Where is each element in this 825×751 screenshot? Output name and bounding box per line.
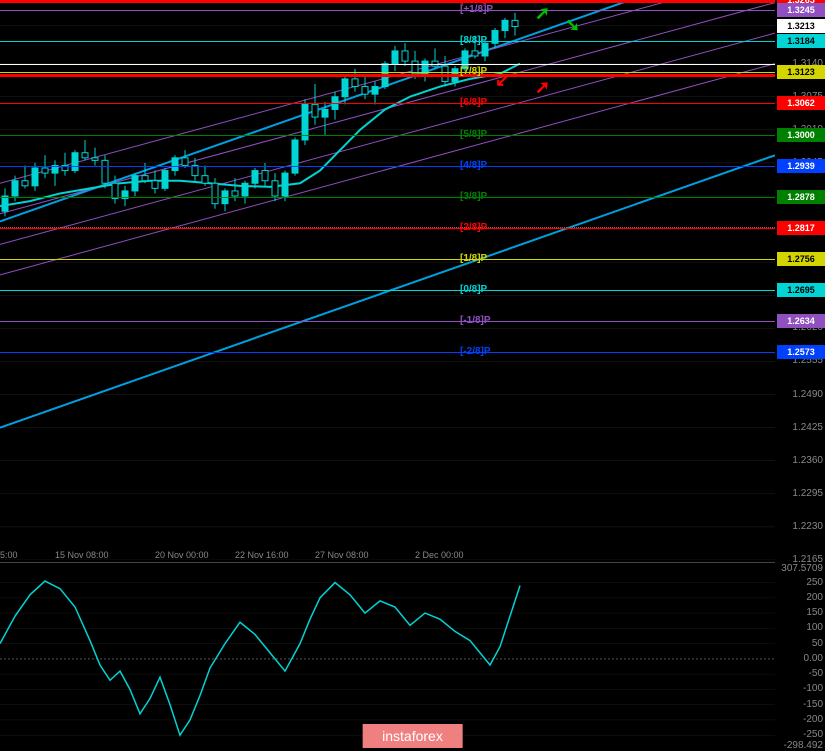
- indicator-svg: [0, 565, 775, 750]
- price-level-box: 1.2817: [777, 221, 825, 235]
- murrey-level-label: [4/8]P: [460, 160, 487, 171]
- murrey-level-line: [0, 228, 775, 229]
- y-tick-label: 1.2490: [777, 389, 823, 400]
- horizontal-line: [0, 64, 775, 65]
- murrey-level-label: [1/8]P: [460, 253, 487, 264]
- murrey-level-line: [0, 10, 775, 11]
- indicator-y-tick-label: 50: [777, 638, 823, 649]
- main-chart-svg: [0, 0, 775, 560]
- watermark-label: instaforex: [362, 724, 463, 748]
- indicator-y-axis: -250 -200 -150 -100 -50 0.00 50 100 150 200 250 307…: [775, 565, 825, 750]
- main-price-chart[interactable]: [+2/8]P[+1/8]P[8/8]P[7/8]P[6/8]P[5/8]P[4…: [0, 0, 775, 560]
- murrey-level-line: [0, 197, 775, 198]
- y-tick-label: 1.2360: [777, 455, 823, 466]
- murrey-level-line: [0, 41, 775, 42]
- price-level-box: 1.2878: [777, 190, 825, 204]
- y-tick-label: 1.2295: [777, 488, 823, 499]
- murrey-level-line: [0, 72, 775, 73]
- indicator-y-tick-label: -250: [777, 729, 823, 740]
- indicator-chart[interactable]: [0, 565, 775, 750]
- x-tick-label: 5:00: [0, 550, 18, 560]
- murrey-level-label: [+1/8]P: [460, 4, 493, 15]
- murrey-level-line: [0, 259, 775, 260]
- y-tick-label: 1.2425: [777, 422, 823, 433]
- indicator-y-tick-label: -200: [777, 714, 823, 725]
- signal-arrow-icon: ➘: [565, 15, 580, 36]
- murrey-level-label: [3/8]P: [460, 191, 487, 202]
- price-level-box: 1.3062: [777, 96, 825, 110]
- indicator-y-tick-label: 150: [777, 607, 823, 618]
- murrey-level-label: [7/8]P: [460, 66, 487, 77]
- indicator-max-label: 307.5709: [777, 563, 823, 574]
- signal-arrow-icon: ➚: [535, 3, 550, 24]
- murrey-level-line: [0, 321, 775, 322]
- indicator-min-label: -298.492: [777, 740, 823, 751]
- price-level-box: 1.2573: [777, 345, 825, 359]
- murrey-level-label: [0/8]P: [460, 284, 487, 295]
- murrey-level-label: [5/8]P: [460, 129, 487, 140]
- current-price-box: 1.3213: [777, 19, 825, 33]
- chart-container: [+2/8]P[+1/8]P[8/8]P[7/8]P[6/8]P[5/8]P[4…: [0, 0, 825, 750]
- x-tick-label: 2 Dec 00:00: [415, 550, 464, 560]
- main-y-axis: 1.21651.22301.22951.23601.24251.24901.25…: [775, 0, 825, 560]
- indicator-y-tick-label: -100: [777, 683, 823, 694]
- murrey-level-line: [0, 352, 775, 353]
- indicator-y-tick-label: -150: [777, 699, 823, 710]
- price-level-box: 1.3123: [777, 65, 825, 79]
- indicator-y-tick-label: 200: [777, 592, 823, 603]
- price-level-box: 1.2634: [777, 314, 825, 328]
- indicator-y-tick-label: 100: [777, 622, 823, 633]
- murrey-level-line: [0, 290, 775, 291]
- signal-arrow-icon: ➚: [535, 77, 550, 98]
- murrey-level-line: [0, 0, 775, 3]
- price-level-box: 1.2756: [777, 252, 825, 266]
- horizontal-line: [0, 74, 775, 77]
- price-level-box: 1.2939: [777, 159, 825, 173]
- indicator-y-tick-label: 250: [777, 577, 823, 588]
- price-level-box: 1.2695: [777, 283, 825, 297]
- x-tick-label: 20 Nov 00:00: [155, 550, 209, 560]
- murrey-level-line: [0, 135, 775, 136]
- murrey-level-label: [-1/8]P: [460, 315, 491, 326]
- murrey-level-label: [2/8]P: [460, 222, 487, 233]
- price-level-box: 1.3000: [777, 128, 825, 142]
- y-tick-label: 1.2230: [777, 521, 823, 532]
- indicator-y-tick-label: -50: [777, 668, 823, 679]
- murrey-level-line: [0, 103, 775, 104]
- murrey-level-line: [0, 166, 775, 167]
- murrey-level-label: [-2/8]P: [460, 346, 491, 357]
- indicator-y-tick-label: 0.00: [777, 653, 823, 664]
- price-level-box: 1.3245: [777, 3, 825, 17]
- x-tick-label: 27 Nov 08:00: [315, 550, 369, 560]
- murrey-level-label: [6/8]P: [460, 97, 487, 108]
- x-tick-label: 22 Nov 16:00: [235, 550, 289, 560]
- murrey-level-label: [8/8]P: [460, 35, 487, 46]
- price-level-box: 1.3184: [777, 34, 825, 48]
- x-tick-label: 15 Nov 08:00: [55, 550, 109, 560]
- signal-arrow-icon: ↙: [495, 70, 510, 91]
- panel-separator: [0, 562, 775, 563]
